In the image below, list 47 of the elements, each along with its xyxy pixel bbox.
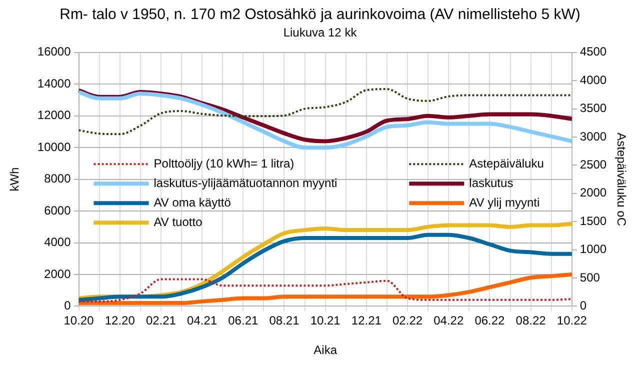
- y-tick-label: 2000: [44, 266, 72, 281]
- y2-tick-label: 3000: [580, 129, 607, 144]
- x-tick-label: 06.22: [474, 314, 506, 328]
- y-tick-label: 6000: [44, 203, 72, 218]
- x-tick-label: 10.21: [310, 314, 341, 328]
- y2-tick-label: 1000: [580, 242, 607, 256]
- y2-tick-label: 2500: [580, 158, 607, 172]
- legend-label: AV ylij myynti: [469, 195, 540, 210]
- y2-tick-label: 0: [580, 298, 587, 313]
- y-axis-title: kWh: [8, 167, 22, 192]
- x-tick-label: 04.22: [434, 314, 464, 328]
- legend-label: laskutus: [469, 176, 514, 190]
- line-series: [76, 272, 574, 306]
- x-tick-label: 04.21: [187, 314, 218, 328]
- legend-label: laskutus-ylijäämätuotannon myynti: [154, 176, 338, 190]
- x-tick-label: 12.20: [104, 314, 136, 328]
- legend-label: AV oma käyttö: [154, 195, 232, 210]
- y-tick-label: 0: [64, 298, 72, 313]
- y-tick-label: 16000: [37, 44, 72, 59]
- x-tick-label: 08.22: [516, 314, 546, 328]
- y2-tick-label: 500: [580, 270, 600, 284]
- x-tick-label: 06.21: [228, 314, 258, 328]
- legend-label: Polttoöljy (10 kWh= 1 litra): [154, 156, 294, 170]
- x-tick-label: 10.20: [64, 314, 94, 328]
- legend-label: Astepäiväluku: [469, 156, 544, 170]
- x-tick-label: 10.22: [556, 314, 588, 328]
- y-tick-label: 10000: [37, 140, 72, 154]
- line-series: [76, 232, 574, 302]
- y-tick-label: 4000: [44, 235, 72, 250]
- x-tick-label: 02.22: [392, 314, 423, 328]
- y-tick-label: 8000: [44, 172, 72, 186]
- legend-label: AV tuotto: [154, 214, 203, 229]
- y2-axis-title: Astepäiväluku oC: [614, 132, 628, 226]
- y-tick-label: 12000: [37, 108, 72, 122]
- y2-tick-label: 4500: [580, 44, 607, 59]
- line-series: [78, 278, 573, 302]
- x-axis-title: Aika: [314, 343, 338, 358]
- x-tick-label: 08.21: [269, 314, 300, 328]
- y2-tick-label: 3500: [580, 101, 607, 116]
- x-tick-label: 02.21: [146, 314, 176, 328]
- y2-tick-label: 1500: [580, 214, 607, 228]
- y2-tick-label: 4000: [580, 72, 607, 87]
- y-tick-label: 14000: [37, 76, 72, 90]
- x-tick-label: 12.21: [351, 314, 382, 328]
- chart-subtitle: Liukuva 12 kk: [283, 26, 358, 40]
- chart-title: Rm- talo v 1950, n. 170 m2 Ostosähkö ja aurinkovoima (AV nimellisteho 5 kW): [60, 6, 580, 24]
- y2-tick-label: 2000: [580, 186, 607, 200]
